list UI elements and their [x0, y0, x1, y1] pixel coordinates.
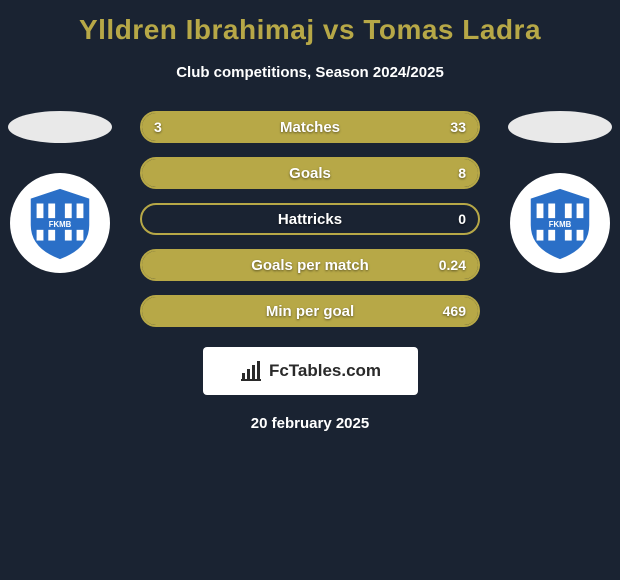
stat-bar: 0Hattricks [140, 203, 480, 235]
comparison-title: Ylldren Ibrahimaj vs Tomas Ladra [79, 14, 541, 46]
player-left-placeholder [8, 111, 112, 143]
stat-bar: 8Goals [140, 157, 480, 189]
stat-bars: 333Matches 8Goals 0Hattricks 0.24Goals per … [140, 111, 480, 327]
season-subtitle: Club competitions, Season 2024/2025 [176, 64, 444, 81]
stat-label: Goals [142, 165, 478, 182]
player-right-column: FKMB [508, 111, 612, 273]
stat-label: Goals per match [142, 257, 478, 274]
team-badge-left: FKMB [10, 173, 110, 273]
shield-icon: FKMB [521, 184, 599, 262]
player-right-placeholder [508, 111, 612, 143]
badge-code-left: FKMB [49, 220, 72, 229]
shield-icon: FKMB [21, 184, 99, 262]
badge-code-right: FKMB [549, 220, 572, 229]
stat-label: Min per goal [142, 303, 478, 320]
infographic-container: Ylldren Ibrahimaj vs Tomas Ladra Club co… [0, 0, 620, 432]
brand-logo-box: FcTables.com [203, 347, 418, 395]
stat-bar: 333Matches [140, 111, 480, 143]
stat-label: Matches [142, 119, 478, 136]
stat-bar: 0.24Goals per match [140, 249, 480, 281]
brand-logo-text: FcTables.com [269, 361, 381, 381]
footer-date: 20 february 2025 [251, 415, 369, 432]
stat-label: Hattricks [142, 211, 478, 228]
stat-bar: 469Min per goal [140, 295, 480, 327]
bar-chart-icon [239, 359, 263, 383]
team-badge-right: FKMB [510, 173, 610, 273]
player-left-column: FKMB [8, 111, 112, 273]
chart-area: FKMB FKMB 333Matches 8Goals 0Hattricks [0, 111, 620, 327]
